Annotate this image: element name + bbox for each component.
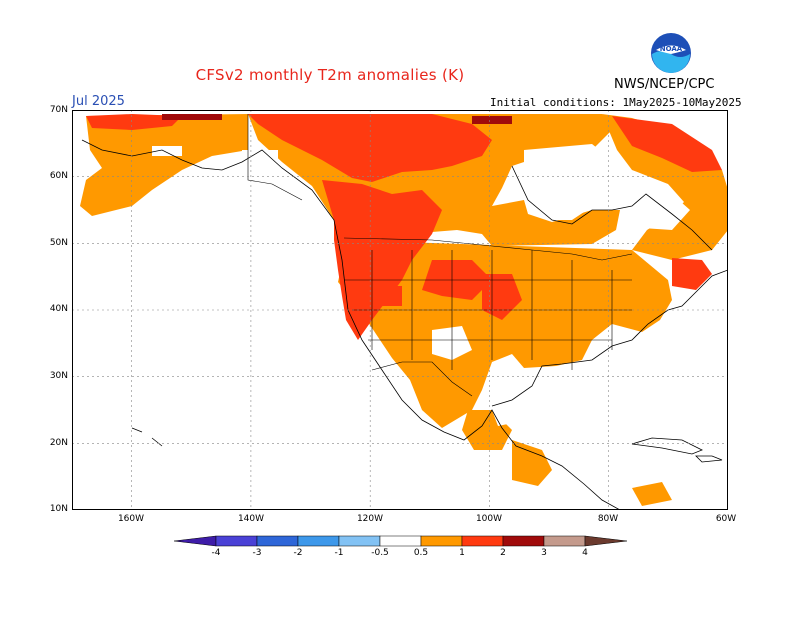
anomaly-fill-red [86, 114, 722, 340]
noaa-logo-text: NOAA [660, 45, 683, 53]
noaa-logo: NOAA [651, 33, 691, 73]
colorbar-label: -3 [252, 548, 262, 558]
lon-label: 80W [597, 514, 619, 524]
anomaly-map [72, 110, 728, 510]
gridlines [72, 110, 728, 510]
colorbar-label: -1 [334, 548, 344, 558]
lon-label: 160W [117, 514, 145, 524]
lat-label: 10N [49, 504, 68, 514]
lon-label: 140W [237, 514, 265, 524]
colorbar-label: 0.5 [413, 548, 429, 558]
colorbar-arrow-high [584, 535, 628, 547]
colorbar-label: -0.5 [371, 548, 389, 558]
initial-conditions: Initial conditions: 1May2025-10May2025 [490, 96, 742, 109]
neutral-patches [152, 144, 690, 426]
lat-label: 30N [49, 371, 68, 381]
colorbar-segment [215, 535, 258, 547]
colorbar-segment [461, 535, 504, 547]
map-frame [72, 110, 728, 510]
lat-label: 40N [49, 304, 68, 314]
colorbar-label: 2 [500, 548, 506, 558]
colorbar-label: -2 [293, 548, 303, 558]
coastlines [81, 139, 728, 510]
lon-label: 100W [475, 514, 503, 524]
forecast-month: Jul 2025 [72, 94, 125, 109]
colorbar-label: -4 [211, 548, 221, 558]
agency-label: NWS/NCEP/CPC [614, 77, 715, 92]
colorbar-arrow-low [173, 535, 217, 547]
lat-label: 70N [49, 105, 68, 115]
colorbar-segment [297, 535, 340, 547]
colorbar-label: 4 [582, 548, 588, 558]
lat-label: 50N [49, 238, 68, 248]
anomaly-fill-darkred [162, 114, 512, 124]
lat-label: 20N [49, 438, 68, 448]
colorbar-label: 3 [541, 548, 547, 558]
colorbar-segment [338, 535, 381, 547]
map-title: CFSv2 monthly T2m anomalies (K) [195, 66, 465, 84]
lon-label: 60W [715, 514, 737, 524]
colorbar-segment [379, 535, 422, 547]
lon-label: 120W [356, 514, 384, 524]
colorbar-segment [420, 535, 463, 547]
colorbar [173, 535, 628, 547]
colorbar-segment [256, 535, 299, 547]
lat-label: 60N [49, 171, 68, 181]
colorbar-label: 1 [459, 548, 465, 558]
colorbar-segment [502, 535, 545, 547]
colorbar-segment [543, 535, 586, 547]
